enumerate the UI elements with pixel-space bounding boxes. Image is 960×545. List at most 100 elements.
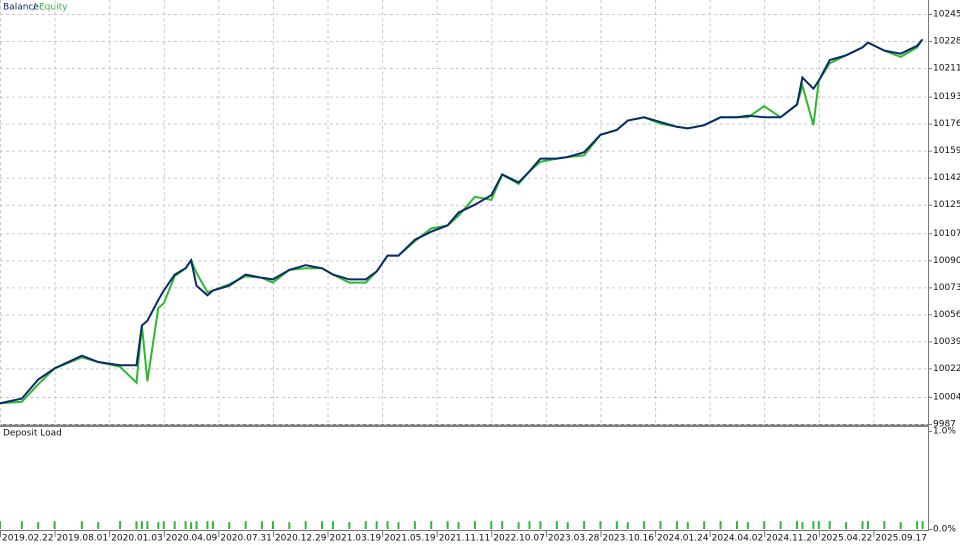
y-tick-label: 10090 — [933, 256, 960, 266]
x-tick-label: 2019.08.01 — [57, 534, 109, 544]
bar — [288, 522, 291, 529]
bar — [37, 522, 40, 529]
bar — [397, 522, 400, 529]
bar — [473, 521, 476, 529]
y-tick-label: 10142 — [933, 173, 960, 183]
bar — [261, 521, 264, 529]
bar — [304, 521, 307, 529]
bar — [119, 521, 122, 529]
bar — [599, 521, 602, 529]
bar — [528, 521, 531, 529]
x-tick-label: 2020.07.31 — [220, 534, 272, 544]
x-tick-label: 2019.02.22 — [2, 534, 54, 544]
x-tick-label: 2025.04.22 — [821, 534, 873, 544]
y-tick-label: 10193 — [933, 92, 960, 102]
bar — [364, 521, 367, 529]
bar — [555, 521, 558, 529]
bar — [899, 522, 902, 529]
bar — [140, 521, 143, 529]
bar — [244, 521, 247, 529]
bar — [801, 522, 804, 529]
y-tick-label: 10176 — [933, 119, 960, 129]
bar — [211, 521, 214, 529]
y-tick-label: 10056 — [933, 310, 960, 320]
bar — [615, 521, 618, 529]
y-tick-label: 10073 — [933, 283, 960, 293]
x-tick-label: 2020.01.03 — [111, 534, 163, 544]
bar — [97, 522, 100, 529]
bar — [828, 521, 831, 529]
x-tick-label: 2020.12.29 — [275, 534, 327, 544]
bar — [228, 522, 231, 529]
bar — [162, 521, 165, 529]
bar — [779, 521, 782, 529]
bar — [146, 521, 149, 529]
y-tick-label: 9987 — [933, 420, 956, 430]
bar — [703, 521, 706, 529]
bar — [795, 521, 798, 529]
x-tick-label: 2024.01.24 — [657, 534, 709, 544]
bar — [490, 521, 493, 529]
bar — [686, 522, 689, 529]
x-tick-label: 2025.09.17 — [875, 534, 927, 544]
bar — [735, 521, 738, 529]
x-tick-label: 2023.03.28 — [548, 534, 600, 544]
y-tick-label: 10039 — [933, 337, 960, 347]
bar — [195, 521, 198, 529]
x-tick-label: 2023.10.16 — [602, 534, 654, 544]
bar — [271, 521, 274, 529]
bar — [517, 522, 520, 529]
bar — [80, 521, 83, 529]
bar — [430, 521, 433, 529]
bar — [539, 521, 542, 529]
bar — [20, 521, 23, 529]
bar — [883, 521, 886, 529]
bar — [845, 522, 848, 529]
bar — [173, 521, 176, 529]
y-tick-label: 10211 — [933, 64, 960, 74]
bar — [413, 521, 416, 529]
y-tick-label: 10107 — [933, 229, 960, 239]
bar — [643, 521, 646, 529]
bar — [659, 521, 662, 529]
bar — [321, 521, 324, 529]
bar — [184, 521, 187, 529]
bar — [331, 521, 334, 529]
bar — [157, 522, 160, 529]
y-tick-label: 0.0% — [933, 525, 956, 535]
y-tick-label: 10004 — [933, 392, 960, 402]
bar — [921, 521, 924, 529]
x-tick-label: 2022.10.07 — [493, 534, 545, 544]
bar — [812, 521, 815, 529]
bar — [817, 521, 820, 529]
x-tick-label: 2024.11.20 — [766, 534, 818, 544]
bar — [53, 521, 56, 529]
bar — [583, 521, 586, 529]
bar — [866, 521, 869, 529]
bar — [348, 522, 351, 529]
bar — [206, 521, 209, 529]
legend-entry: Equity — [39, 3, 68, 13]
bar — [626, 522, 629, 529]
bar — [190, 522, 193, 529]
series-line — [0, 38, 924, 405]
bar — [861, 521, 864, 529]
x-tick-label: 2020.04.09 — [166, 534, 218, 544]
bar — [375, 521, 378, 529]
bar — [135, 521, 138, 529]
legend-entry: Balance — [3, 3, 39, 13]
bar — [0, 521, 1, 529]
bar — [501, 521, 504, 529]
legend-separator: / — [33, 3, 37, 13]
x-tick-label: 2021.05.19 — [384, 534, 436, 544]
bar — [386, 521, 389, 529]
bar — [446, 521, 449, 529]
bar — [675, 521, 678, 529]
bar — [763, 521, 766, 529]
pane-title: Deposit Load — [3, 429, 62, 439]
y-tick-label: 10022 — [933, 364, 960, 374]
y-tick-label: 1.0% — [933, 427, 956, 437]
bar — [457, 522, 460, 529]
